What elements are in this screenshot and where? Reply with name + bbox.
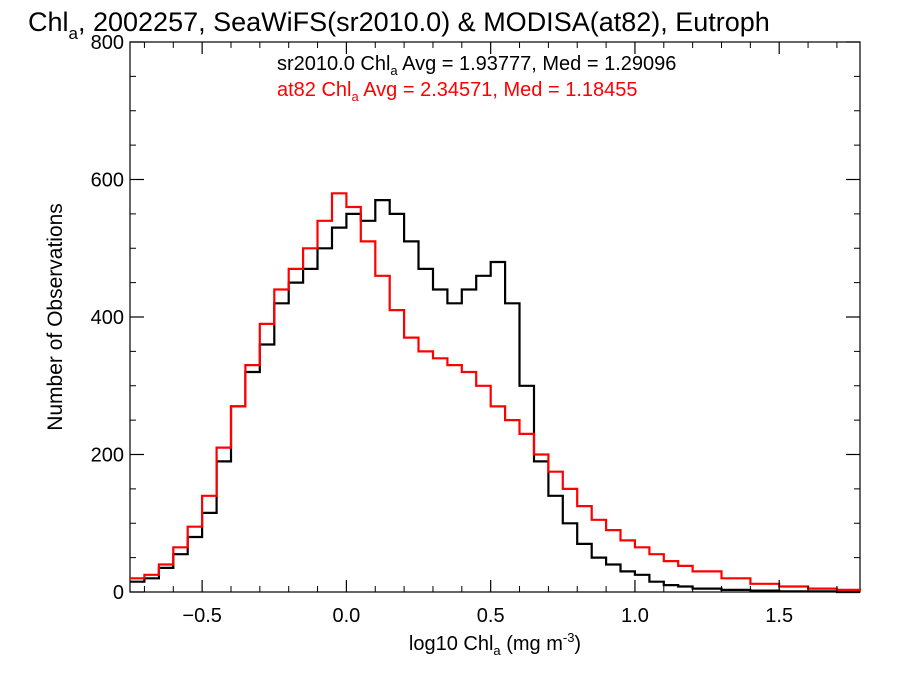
- chart-title-rest: , 2002257, SeaWiFS(sr2010.0) & MODISA(at…: [78, 7, 770, 37]
- x-tick-label: 1.5: [765, 605, 793, 627]
- y-axis-label: Number of Observations: [44, 203, 67, 431]
- x-tick-label: 1.0: [621, 605, 649, 627]
- series-layer: [130, 192, 862, 594]
- x-tick-label: 0.5: [477, 605, 505, 627]
- black-annotation-post: Avg = 1.93777, Med = 1.29096: [398, 53, 677, 75]
- ticks-layer: −0.5 0.0 0.5 1.0 1.5 0 200 400 600 800: [91, 32, 860, 627]
- chart-title-main: Chl: [28, 7, 69, 37]
- y-tick-label: 0: [113, 582, 124, 604]
- x-axis-label: log10 Chla (mg m-3): [409, 630, 581, 658]
- black-series-annotation: sr2010.0 Chla Avg = 1.93777, Med = 1.290…: [277, 53, 676, 78]
- x-axis-label-sup: -3: [563, 630, 575, 645]
- y-tick-label: 400: [91, 307, 124, 329]
- red-annotation-pre: at82 Chl: [277, 79, 352, 101]
- black-annotation-sub: a: [390, 63, 398, 78]
- y-tick-label: 600: [91, 170, 124, 192]
- red-series-annotation: at82 Chla Avg = 2.34571, Med = 1.18455: [277, 79, 637, 104]
- x-tick-label: −0.5: [182, 605, 221, 627]
- x-axis-label-sub: a: [493, 643, 501, 658]
- x-tick-label: 0.0: [332, 605, 360, 627]
- y-tick-label: 800: [91, 32, 124, 54]
- chart-title-subscript: a: [69, 24, 79, 43]
- x-axis-label-pre: log10 Chl: [409, 633, 494, 655]
- series-line-red: [130, 192, 862, 591]
- red-annotation-sub: a: [352, 89, 360, 104]
- x-axis-label-close: ): [574, 633, 581, 655]
- x-axis-label-units: (mg m: [501, 633, 563, 655]
- series-line-black: [130, 199, 860, 594]
- plot-frame: [129, 41, 861, 593]
- black-annotation-pre: sr2010.0 Chl: [277, 53, 390, 75]
- chart-title: Chla, 2002257, SeaWiFS(sr2010.0) & MODIS…: [28, 7, 770, 43]
- y-tick-label: 200: [91, 445, 124, 467]
- red-annotation-post: Avg = 2.34571, Med = 1.18455: [359, 79, 638, 101]
